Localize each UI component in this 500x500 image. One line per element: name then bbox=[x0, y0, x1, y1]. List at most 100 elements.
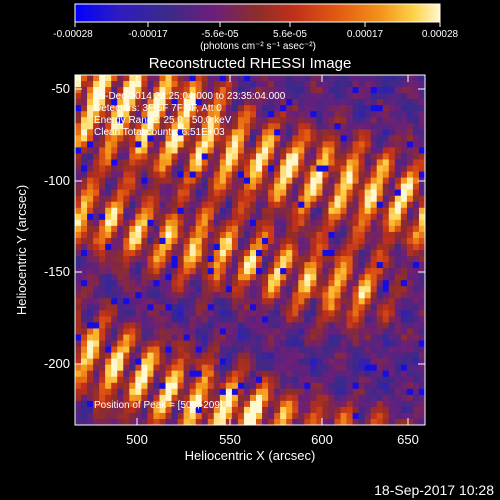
image-pixel bbox=[195, 322, 203, 329]
image-pixel bbox=[280, 376, 287, 384]
image-pixel bbox=[129, 171, 136, 178]
image-pixel bbox=[129, 346, 136, 353]
image-pixel bbox=[93, 292, 100, 299]
image-pixel bbox=[159, 262, 166, 269]
image-pixel bbox=[274, 382, 281, 390]
image-pixel bbox=[316, 171, 323, 178]
image-pixel bbox=[418, 400, 425, 408]
image-pixel bbox=[243, 153, 251, 160]
image-pixel bbox=[298, 225, 305, 233]
image-pixel bbox=[123, 388, 130, 396]
image-pixel bbox=[129, 165, 136, 172]
image-pixel bbox=[87, 310, 94, 317]
image-pixel bbox=[147, 370, 154, 378]
image-pixel bbox=[352, 256, 360, 263]
image-pixel bbox=[400, 183, 408, 191]
image-pixel bbox=[213, 286, 221, 293]
image-pixel bbox=[105, 358, 112, 366]
image-pixel bbox=[207, 87, 215, 94]
image-pixel bbox=[382, 231, 390, 239]
image-pixel bbox=[111, 418, 118, 425]
image-pixel bbox=[268, 243, 275, 251]
image-pixel bbox=[231, 171, 239, 178]
image-pixel bbox=[183, 304, 191, 311]
image-pixel bbox=[87, 388, 94, 396]
image-pixel bbox=[213, 237, 221, 245]
image-pixel bbox=[105, 141, 112, 148]
image-pixel bbox=[129, 250, 136, 257]
image-pixel bbox=[292, 213, 299, 221]
image-pixel bbox=[322, 87, 329, 94]
image-pixel bbox=[141, 105, 148, 112]
image-pixel bbox=[250, 250, 257, 257]
image-pixel bbox=[280, 219, 287, 227]
image-pixel bbox=[87, 352, 94, 360]
image-pixel bbox=[346, 310, 353, 317]
image-pixel bbox=[105, 75, 112, 82]
image-pixel bbox=[219, 394, 227, 402]
image-pixel bbox=[292, 382, 299, 390]
image-pixel bbox=[322, 75, 329, 82]
image-pixel bbox=[111, 412, 118, 420]
image-pixel bbox=[358, 135, 366, 142]
image-pixel bbox=[195, 201, 203, 209]
image-pixel bbox=[153, 171, 160, 178]
image-pixel bbox=[213, 231, 221, 239]
image-pixel bbox=[358, 111, 366, 118]
image-pixel bbox=[274, 201, 281, 209]
image-pixel bbox=[123, 292, 130, 299]
image-pixel bbox=[370, 177, 378, 185]
image-pixel bbox=[292, 153, 299, 160]
image-pixel bbox=[304, 87, 311, 94]
image-pixel bbox=[370, 358, 378, 366]
image-pixel bbox=[171, 141, 178, 148]
image-pixel bbox=[388, 298, 396, 305]
image-pixel bbox=[280, 298, 287, 305]
image-pixel bbox=[87, 304, 94, 311]
image-pixel bbox=[376, 376, 384, 384]
image-pixel bbox=[262, 207, 269, 215]
image-pixel bbox=[243, 340, 251, 347]
image-pixel bbox=[286, 334, 293, 341]
image-pixel bbox=[225, 286, 233, 293]
image-pixel bbox=[364, 388, 372, 396]
image-pixel bbox=[394, 256, 402, 263]
image-pixel bbox=[183, 243, 191, 251]
image-pixel bbox=[219, 262, 227, 269]
image-pixel bbox=[328, 129, 335, 136]
image-pixel bbox=[340, 147, 347, 154]
image-pixel bbox=[219, 322, 227, 329]
image-pixel bbox=[141, 352, 148, 360]
image-pixel bbox=[135, 213, 142, 221]
image-pixel bbox=[93, 412, 100, 420]
image-pixel bbox=[388, 370, 396, 378]
image-pixel bbox=[358, 207, 366, 215]
image-pixel bbox=[304, 394, 311, 402]
image-pixel bbox=[388, 328, 396, 335]
image-pixel bbox=[412, 346, 420, 353]
image-pixel bbox=[376, 316, 384, 323]
image-pixel bbox=[213, 364, 221, 372]
image-pixel bbox=[243, 189, 251, 197]
image-pixel bbox=[322, 135, 329, 142]
image-pixel bbox=[243, 352, 251, 360]
image-pixel bbox=[225, 352, 233, 360]
image-pixel bbox=[346, 250, 353, 257]
image-pixel bbox=[159, 310, 166, 317]
image-pixel bbox=[195, 418, 203, 425]
image-pixel bbox=[171, 274, 178, 281]
image-pixel bbox=[225, 310, 233, 317]
image-pixel bbox=[159, 340, 166, 347]
image-pixel bbox=[213, 225, 221, 233]
image-pixel bbox=[256, 292, 263, 299]
image-pixel bbox=[111, 256, 118, 263]
image-pixel bbox=[111, 105, 118, 112]
image-pixel bbox=[159, 316, 166, 323]
image-pixel bbox=[111, 400, 118, 408]
image-pixel bbox=[298, 370, 305, 378]
image-pixel bbox=[225, 135, 233, 142]
image-pixel bbox=[213, 250, 221, 257]
image-pixel bbox=[250, 225, 257, 233]
image-pixel bbox=[364, 231, 372, 239]
image-pixel bbox=[268, 346, 275, 353]
